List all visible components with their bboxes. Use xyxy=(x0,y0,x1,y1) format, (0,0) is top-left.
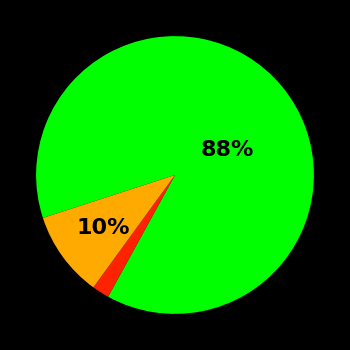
Text: 88%: 88% xyxy=(201,140,254,160)
Wedge shape xyxy=(36,36,314,314)
Wedge shape xyxy=(43,175,175,287)
Wedge shape xyxy=(93,175,175,297)
Text: 10%: 10% xyxy=(76,218,130,238)
